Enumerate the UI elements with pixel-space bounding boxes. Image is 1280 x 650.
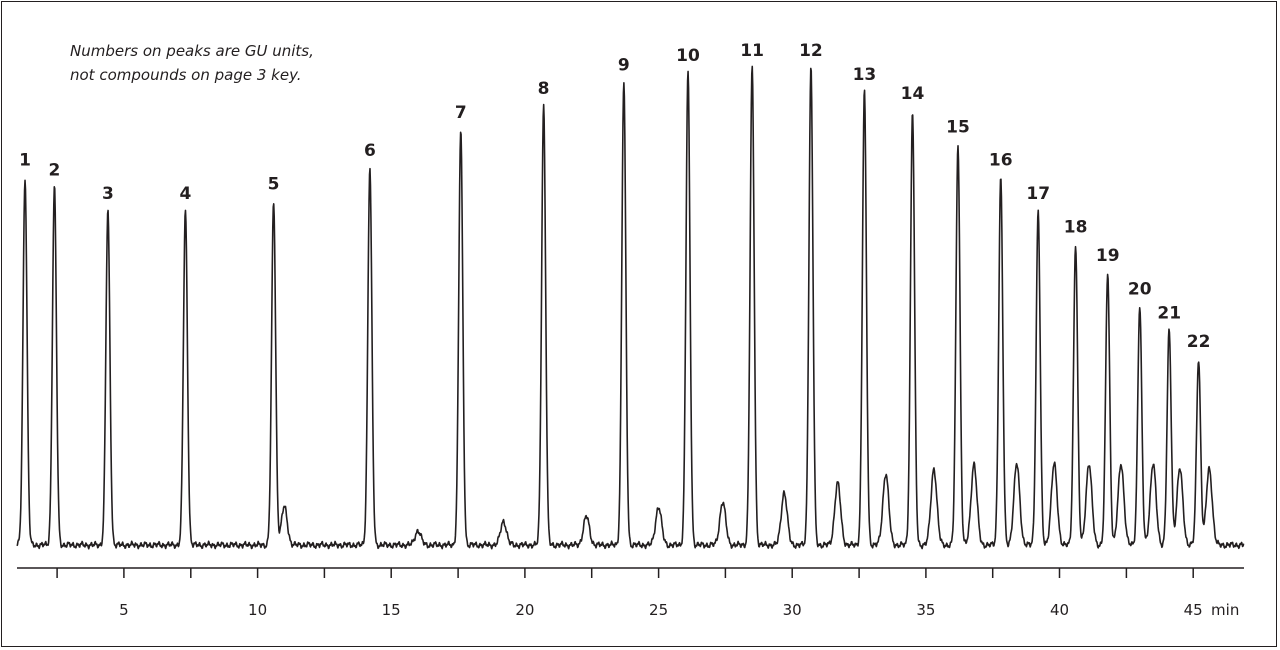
annotation-note: Numbers on peaks are GU units, not compo… (70, 42, 314, 84)
x-tick-label: 20 (515, 601, 534, 619)
annotation-line-1: Numbers on peaks are GU units, (70, 42, 314, 60)
x-tick-label: 40 (1050, 601, 1069, 619)
x-axis-unit: min (1211, 601, 1239, 619)
peak-label: 4 (179, 184, 191, 204)
peak-label: 8 (538, 79, 550, 99)
peak-label: 18 (1064, 218, 1088, 238)
x-tick-label: 35 (916, 601, 935, 619)
peak-label: 7 (455, 103, 467, 123)
x-tick-label: 15 (382, 601, 401, 619)
annotation-line-2: not compounds on page 3 key. (70, 66, 302, 84)
peak-label: 1 (19, 151, 31, 171)
chromatogram-trace (16, 65, 1245, 550)
peak-label: 3 (102, 184, 114, 204)
peak-label: 10 (676, 46, 700, 66)
peak-label: 13 (853, 65, 877, 85)
x-tick-label: 45 (1184, 601, 1203, 619)
peak-label: 19 (1096, 246, 1120, 266)
x-axis: 5 10 15 20 25 30 35 40 45 min (17, 567, 1244, 619)
x-tick-label: 30 (783, 601, 802, 619)
peak-label: 12 (799, 41, 823, 61)
peak-label: 21 (1157, 303, 1181, 323)
peak-label: 17 (1026, 184, 1050, 204)
x-tick-label: 10 (248, 601, 267, 619)
peak-label: 6 (364, 141, 376, 161)
peak-label: 14 (901, 84, 925, 104)
peak-label: 15 (946, 117, 970, 137)
peak-label: 2 (48, 160, 60, 180)
peak-label: 9 (618, 55, 630, 75)
peak-label: 22 (1187, 332, 1211, 352)
peak-label: 20 (1128, 280, 1152, 300)
trace-layer (16, 65, 1245, 550)
peak-label: 11 (740, 41, 764, 61)
peak-label: 16 (989, 151, 1013, 171)
x-tick-label: 25 (649, 601, 668, 619)
x-tick-label: 5 (119, 601, 129, 619)
peak-label: 5 (268, 175, 280, 195)
